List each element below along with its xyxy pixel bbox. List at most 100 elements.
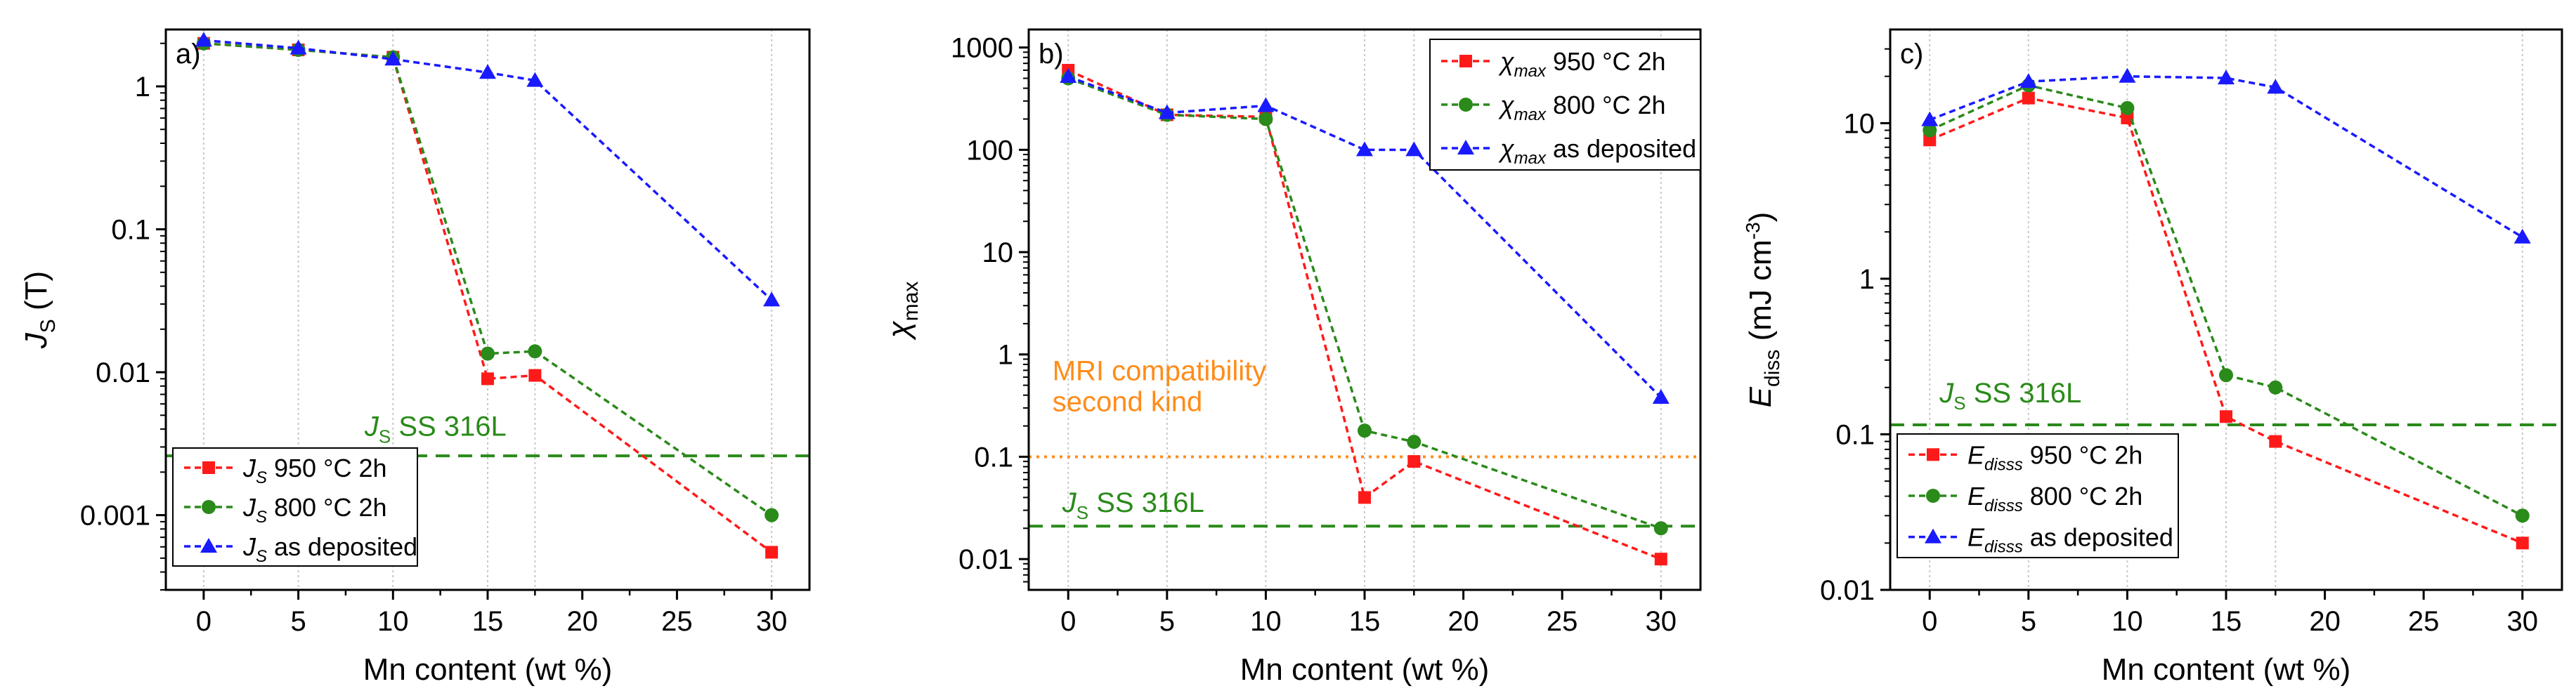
x-axis-label: Mn content (wt %) [2102,652,2351,687]
data-point [290,39,307,55]
reference-label-line: MRI compatibility [1053,355,1267,386]
x-tick-label: 30 [756,606,788,637]
series-line-2 [1067,75,1663,399]
reference-label: JS SS 316L [1939,378,2081,414]
x-tick-label: 5 [1159,606,1175,637]
y-tick-label: 10 [982,237,1014,268]
legend-entry: JS 950 °C 2h [242,454,387,487]
data-point [2120,100,2135,115]
data-point [765,546,779,559]
data-point [2119,67,2136,83]
legend-marker [1925,528,1941,544]
panel-label: a) [176,39,201,70]
legend: χmax 950 °C 2h χmax 800 °C 2h χmax as depo… [1429,39,1701,171]
data-point [1358,423,1372,438]
legend-marker [1927,448,1939,461]
data-point [1405,141,1423,157]
legend-entry: JS 800 °C 2h [242,493,387,527]
legend-marker [1459,55,1472,67]
legend-entry: Edisss 800 °C 2h [1967,482,2142,515]
data-point [479,64,496,79]
reference-label: JS SS 316L [1062,487,1204,523]
legend-entry: Edisss 950 °C 2h [1967,440,2142,474]
data-point [1358,491,1371,504]
x-tick-label: 10 [2112,606,2143,637]
reference-label-line: second kind [1053,386,1202,417]
series-line-2 [1929,74,2523,239]
data-point [763,291,781,307]
x-tick-label: 0 [196,606,212,637]
y-tick-label: 1 [135,72,150,103]
y-tick-label: 10 [1844,108,1875,139]
series-line-1 [1929,84,2523,517]
data-point [528,369,542,382]
x-tick-label: 15 [2211,606,2242,637]
y-tick-label: 0.01 [1820,575,1875,606]
data-point [1258,112,1273,126]
data-point [2516,537,2529,550]
y-tick-label: 100 [966,135,1013,166]
y-tick-label: 0.01 [96,357,150,388]
data-point [195,32,212,47]
x-tick-label: 30 [2507,606,2539,637]
data-point [1407,435,1422,449]
y-axis-label: JS (T) [19,271,60,349]
x-tick-label: 20 [1448,606,1479,637]
legend-marker [200,538,217,553]
data-point [481,372,494,386]
data-point [528,344,542,359]
data-point [1407,455,1421,468]
data-point [526,72,544,87]
data-point [1257,97,1275,112]
data-point [2219,368,2233,383]
x-axis-label: Mn content (wt %) [1240,652,1490,687]
x-tick-label: 0 [1922,606,1937,637]
x-tick-label: 10 [1250,606,1282,637]
x-tick-label: 25 [1547,606,1578,637]
x-tick-label: 5 [2021,606,2036,637]
legend-marker [1926,489,1940,503]
y-tick-label: 1000 [951,33,1013,64]
legend-entry: JS as deposited [242,532,417,566]
data-point [2268,380,2283,395]
legend-entry: χmax 800 °C 2h [1498,91,1666,124]
data-point [2019,73,2037,88]
data-point [2513,228,2531,244]
y-tick-label: 0.001 [80,501,150,532]
x-tick-label: 25 [661,606,693,637]
x-tick-label: 20 [566,606,598,637]
legend-marker [202,461,215,474]
data-point [2022,91,2035,105]
panel-a: JS SS 316L 0 5 10 15 20 25 30 0.001 0.01 0.1 1 Mn co… [19,28,811,687]
series-line-1 [203,41,773,517]
data-point [2267,79,2284,94]
legend-entry: Edisss as deposited [1967,523,2173,557]
x-tick-label: 15 [1349,606,1381,637]
y-tick-label: 0.1 [974,442,1013,473]
legend: JS 950 °C 2h JS 800 °C 2h JS as deposited [172,447,418,567]
data-point [1356,141,1373,157]
y-tick-label: 1 [1859,264,1875,295]
x-tick-label: 10 [377,606,409,637]
data-point [384,51,402,66]
legend-entry: χmax as deposited [1498,134,1696,168]
data-point [765,508,779,522]
x-tick-label: 30 [1646,606,1677,637]
panel-label: c) [1900,39,1923,70]
data-point [1653,521,1668,536]
y-axis-label: χmax [882,282,923,341]
data-point [2515,508,2530,523]
x-tick-label: 15 [472,606,504,637]
x-tick-label: 5 [290,606,306,637]
data-point [1921,111,1939,126]
data-point [2220,410,2232,423]
series-line-2 [203,39,773,301]
panel-label: b) [1039,39,1064,70]
data-point [2269,435,2282,448]
legend-entry: χmax 950 °C 2h [1498,47,1666,81]
y-tick-label: 1 [998,340,1013,371]
x-tick-label: 25 [2408,606,2440,637]
data-point [1060,68,1077,84]
data-point [2121,111,2134,124]
